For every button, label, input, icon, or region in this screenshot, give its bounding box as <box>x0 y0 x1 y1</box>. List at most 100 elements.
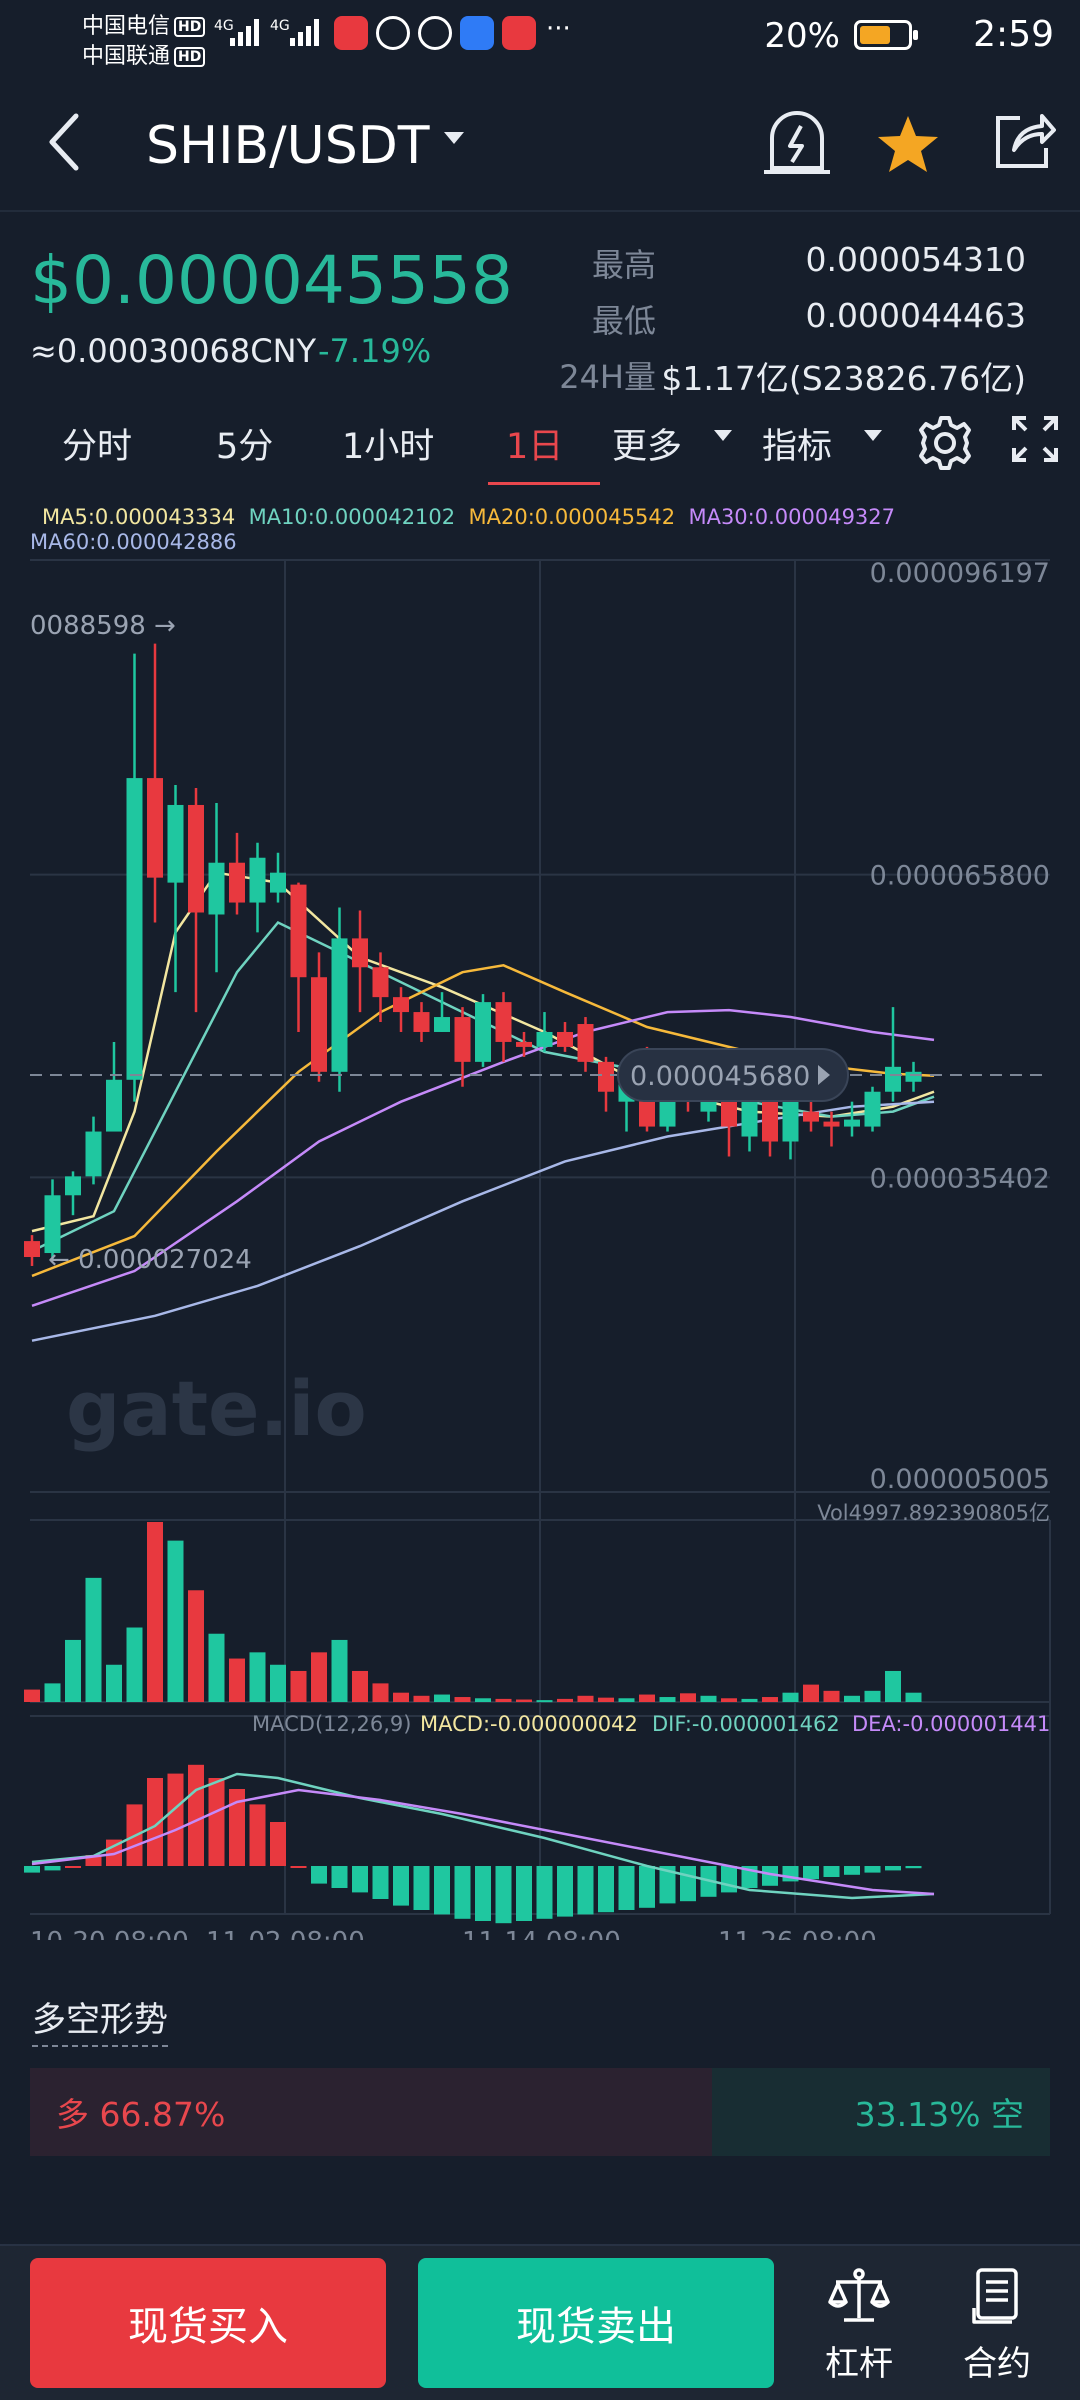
volume-24h-value: $1.17亿(S23826.76亿) <box>661 359 1026 398</box>
dea-line <box>31 1788 935 1896</box>
app-notification-icon-2 <box>502 16 536 50</box>
price-alert-icon[interactable] <box>762 104 832 180</box>
volume-bar <box>823 1690 840 1702</box>
fullscreen-icon[interactable] <box>1012 416 1058 462</box>
macd-histogram-bar <box>639 1866 655 1908</box>
candle-body <box>106 1079 122 1132</box>
current-price-arrow-icon <box>818 1064 830 1085</box>
ma20-value: MA20:0.000045542 <box>468 505 676 529</box>
tab-1day[interactable]: 1日 <box>506 427 564 467</box>
candle-body <box>577 1024 594 1062</box>
macd-histogram-bar <box>475 1866 491 1921</box>
macd-histogram-bar <box>229 1789 245 1866</box>
candle-body <box>393 997 409 1013</box>
volume-bar <box>557 1698 573 1702</box>
price-cny: ≈0.00030068CNY <box>30 332 317 370</box>
tab-time-share[interactable]: 分时 <box>62 427 133 467</box>
ma60-value: MA60:0.000042886 <box>30 530 237 554</box>
candle-body <box>44 1195 61 1254</box>
volume-bar <box>454 1697 471 1702</box>
volume-value: Vol4997.892390805亿 <box>817 1501 1050 1525</box>
last-price: $0.000045558 <box>30 242 513 319</box>
signal-icon <box>230 16 259 46</box>
tab-5min[interactable]: 5分 <box>216 427 274 467</box>
interval-tabs: 分时 5分 1小时 1日 更多 指标 <box>0 410 1080 485</box>
tab-indicators[interactable]: 指标 <box>762 427 833 467</box>
chevron-down-icon[interactable] <box>444 132 464 146</box>
pair-selector[interactable]: SHIB/USDT <box>146 116 430 176</box>
volume-24h-label: 24H量 <box>559 358 656 396</box>
wechat-icon <box>376 16 410 50</box>
ma10-value: MA10:0.000042102 <box>248 505 456 529</box>
volume-bar <box>167 1540 184 1702</box>
volume-bar <box>188 1590 204 1702</box>
candle-body <box>741 1101 758 1137</box>
macd-histogram-bar <box>208 1778 225 1866</box>
volume-bar <box>311 1652 327 1702</box>
macd-histogram-bar <box>598 1866 614 1913</box>
leverage-label: 杠杆 <box>825 2344 893 2384</box>
spot-sell-button[interactable]: 现货卖出 <box>418 2258 774 2388</box>
volume-bar <box>659 1697 676 1702</box>
share-icon[interactable] <box>990 110 1056 174</box>
volume-bar <box>639 1694 655 1702</box>
more-chevron-down-icon[interactable] <box>714 430 732 442</box>
spot-buy-button[interactable]: 现货买入 <box>30 2258 386 2388</box>
time-axis-label: 11-14 08:00 <box>462 1927 621 1940</box>
candle-body <box>762 1096 778 1142</box>
price-axis-label: 0.000035402 <box>870 1163 1050 1194</box>
kline-chart[interactable]: gate.io 0.000096197 0.000065800 0.00003540… <box>0 540 1080 1940</box>
volume-bar <box>290 1670 307 1702</box>
macd-histogram-bar <box>352 1866 368 1893</box>
indicators-chevron-down-icon[interactable] <box>864 430 882 442</box>
time-axis-label: 10-20 08:00 <box>30 1927 189 1940</box>
long-short-title: 多空形势 <box>32 1992 168 2047</box>
short-ratio: 33.13% 空 <box>712 2068 1050 2156</box>
candle-body <box>557 1031 573 1047</box>
candle-body <box>85 1131 102 1177</box>
low-label: 最低 <box>591 302 656 340</box>
volume-bar <box>577 1695 594 1702</box>
current-price-label: 0.000045680 <box>630 1061 810 1092</box>
low-price-marker: ← 0.000027024 <box>48 1245 252 1275</box>
volume-bar <box>844 1695 860 1702</box>
macd-histogram-bar <box>885 1866 901 1871</box>
macd-histogram-bar <box>393 1866 409 1906</box>
time-axis: 10-20 08:00 11-02 08:00 11-14 08:00 11-26 0… <box>30 1927 877 1940</box>
settings-gear-icon[interactable] <box>916 414 974 472</box>
candle-body <box>864 1091 881 1127</box>
time-axis-label: 11-26 08:00 <box>718 1927 877 1940</box>
volume-bar <box>147 1522 163 1702</box>
macd-histogram-bar <box>536 1866 553 1919</box>
app-notification-icon <box>334 16 368 50</box>
tab-1hour[interactable]: 1小时 <box>342 427 435 467</box>
volume-bar <box>393 1692 409 1702</box>
volume-bar <box>536 1700 553 1703</box>
volume-bar <box>762 1697 778 1702</box>
volume-bar <box>24 1689 40 1702</box>
active-tab-indicator <box>488 482 600 485</box>
candle-body <box>229 862 245 903</box>
candle-body <box>290 884 307 978</box>
macd-histogram-bar <box>721 1866 737 1893</box>
contract-button[interactable]: 合约 <box>942 2268 1052 2385</box>
macd-histogram-bar <box>495 1866 512 1924</box>
volume-bar <box>516 1699 532 1702</box>
volume-bar <box>618 1698 635 1702</box>
macd-histogram-bar <box>516 1866 532 1921</box>
tab-more[interactable]: 更多 <box>612 427 683 467</box>
candle-body <box>126 778 143 1080</box>
macd-params: MACD(12,26,9) <box>252 1712 412 1736</box>
leverage-button[interactable]: 杠杆 <box>804 2268 914 2385</box>
volume-bar <box>434 1694 450 1702</box>
macd-histogram-bar <box>905 1866 922 1869</box>
macd-histogram-bar <box>249 1804 266 1866</box>
favorite-star-icon[interactable] <box>876 114 940 174</box>
dif-value: DIF:-0.000001462 <box>652 1712 840 1736</box>
back-icon[interactable] <box>44 110 84 174</box>
ma-legend: MA5:0.000043334 MA10:0.000042102 MA20:0.… <box>42 505 895 529</box>
macd-histogram-bar <box>434 1866 450 1915</box>
macd-histogram-bar <box>167 1773 184 1866</box>
candle-body <box>331 938 348 1072</box>
candle-body <box>475 1002 491 1062</box>
